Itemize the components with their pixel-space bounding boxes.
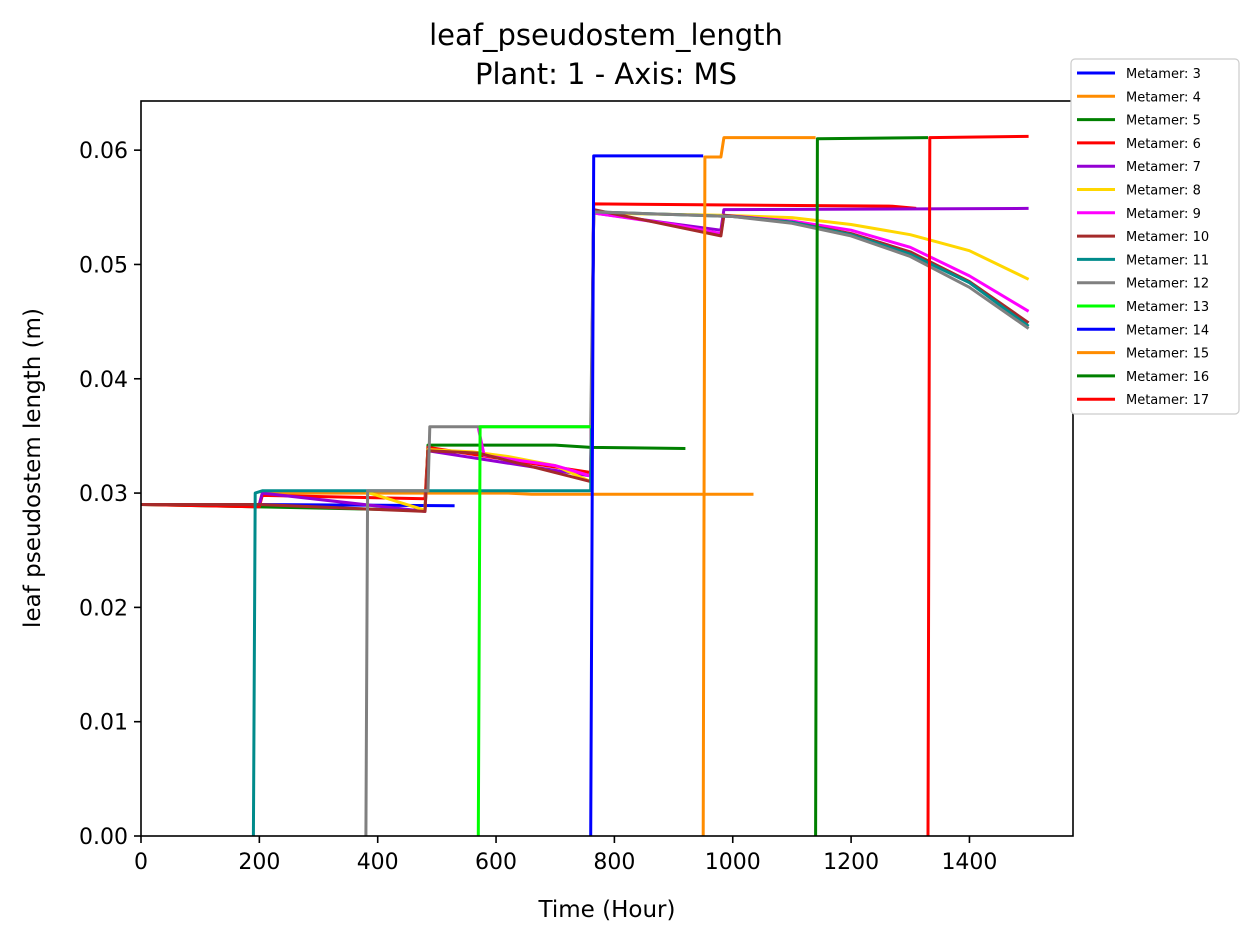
legend-label: Metamer: 9 xyxy=(1126,207,1201,222)
legend-label: Metamer: 7 xyxy=(1126,160,1201,175)
y-tick-label: 0.00 xyxy=(79,825,128,850)
series-line-14 xyxy=(814,136,929,837)
legend-label: Metamer: 15 xyxy=(1126,347,1209,362)
y-axis-label: leaf pseudostem length (m) xyxy=(20,308,46,628)
legend-label: Metamer: 8 xyxy=(1126,184,1201,199)
legend-label: Metamer: 10 xyxy=(1126,230,1209,245)
x-tick-label: 1000 xyxy=(705,850,761,875)
series-line-11 xyxy=(476,425,591,837)
y-tick-label: 0.01 xyxy=(79,711,128,736)
legend-label: Metamer: 5 xyxy=(1126,114,1201,129)
legend: Metamer: 3 Metamer: 4 Metamer: 5 Metamer: 6… xyxy=(1070,58,1240,415)
legend-label: Metamer: 11 xyxy=(1126,253,1209,268)
x-tick-label: 200 xyxy=(238,850,280,875)
y-tick-label: 0.02 xyxy=(79,596,128,621)
x-tick-label: 1400 xyxy=(941,850,997,875)
legend-label: Metamer: 14 xyxy=(1126,323,1209,338)
y-axis: 0.00 0.01 0.02 0.03 0.04 0.05 0.06 xyxy=(79,139,141,850)
x-axis-label: Time (Hour) xyxy=(538,897,676,923)
plot-area xyxy=(141,134,1030,837)
series-line-8 xyxy=(141,208,1030,513)
plot-frame xyxy=(140,100,1074,837)
y-tick-label: 0.03 xyxy=(79,482,128,507)
legend-label: Metamer: 17 xyxy=(1126,393,1209,408)
legend-label: Metamer: 12 xyxy=(1126,277,1209,292)
x-tick-label: 400 xyxy=(357,850,399,875)
x-tick-label: 1200 xyxy=(823,850,879,875)
legend-label: Metamer: 6 xyxy=(1126,137,1201,152)
x-tick-label: 600 xyxy=(475,850,517,875)
legend-label: Metamer: 16 xyxy=(1126,370,1209,385)
y-tick-label: 0.06 xyxy=(79,139,128,164)
y-tick-label: 0.05 xyxy=(79,253,128,278)
series-line-13 xyxy=(701,136,816,837)
x-axis: 0 200 400 600 800 1000 1200 1400 xyxy=(134,836,997,875)
chart-title: leaf_pseudostem_length xyxy=(429,18,783,52)
series-line-15 xyxy=(926,134,1029,837)
y-tick-label: 0.04 xyxy=(79,368,128,393)
x-tick-label: 800 xyxy=(593,850,635,875)
chart-subtitle: Plant: 1 - Axis: MS xyxy=(475,57,737,91)
legend-label: Metamer: 3 xyxy=(1126,67,1201,82)
legend-label: Metamer: 4 xyxy=(1126,90,1201,105)
legend-label: Metamer: 13 xyxy=(1126,300,1209,315)
x-tick-label: 0 xyxy=(134,850,148,875)
series-line-12 xyxy=(589,154,704,837)
legend-box xyxy=(1070,58,1240,415)
series-layer xyxy=(141,134,1030,837)
